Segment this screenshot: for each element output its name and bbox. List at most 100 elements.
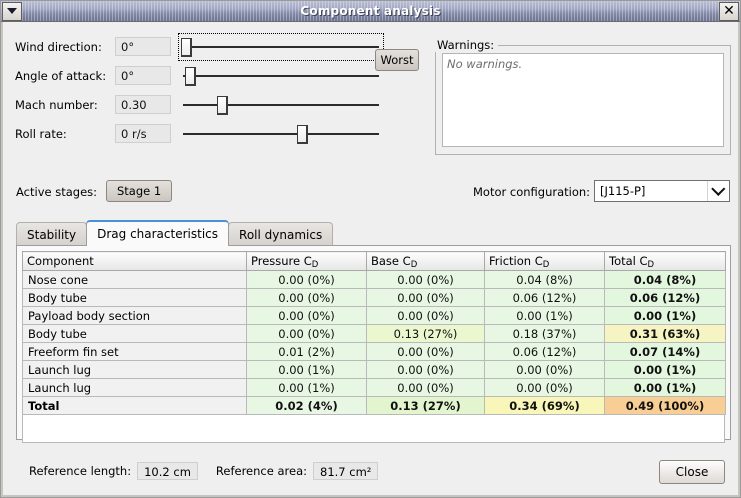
cell-component-name: Freeform fin set [22,342,247,361]
cell-pressure-cd: 0.00 (0%) [246,288,367,307]
cell-friction-cd: 0.34 (69%) [484,396,605,415]
stage-1-toggle-button[interactable]: Stage 1 [106,180,173,202]
param-row-angle-of-attack: Angle of attack: 0° [15,61,415,90]
cell-component-name: Nose cone [22,270,247,289]
cell-component-name: Payload body section [22,306,247,325]
motor-configuration-select[interactable]: [J115-P] [594,180,730,202]
table-empty-area [22,415,725,443]
cell-base-cd: 0.00 (0%) [366,288,485,307]
cell-component-name: Body tube [22,288,247,307]
col-header-pressure-cd[interactable]: Pressure CD [246,251,367,271]
cell-total-cd: 0.04 (8%) [604,270,726,289]
content-inner: Wind direction: 0° Angle of attack: 0° [3,22,738,495]
reference-length-value: 10.2 cm [137,462,198,480]
cell-friction-cd: 0.06 (12%) [484,288,605,307]
worst-button[interactable]: Worst [375,49,419,71]
cell-total-cd: 0.00 (1%) [604,360,726,379]
motor-configuration-label: Motor configuration: [473,185,591,199]
param-row-wind-direction: Wind direction: 0° [15,32,415,61]
wind-direction-label: Wind direction: [15,39,102,54]
analysis-tabs: Stability Drag characteristics Roll dyna… [16,220,334,246]
col-header-component[interactable]: Component [22,251,247,271]
cell-base-cd: 0.00 (0%) [366,270,485,289]
window-menu-button[interactable] [2,1,22,21]
cell-total-cd: 0.49 (100%) [604,396,726,415]
cell-pressure-cd: 0.02 (4%) [246,396,367,415]
cell-base-cd: 0.00 (0%) [366,378,485,397]
table-row[interactable]: Freeform fin set 0.01 (2%) 0.00 (0%) 0.06 (… [22,342,726,361]
wind-direction-slider[interactable] [178,32,384,61]
cell-base-cd: 0.00 (0%) [366,342,485,361]
cell-base-cd: 0.00 (0%) [366,306,485,325]
title-bar: Component analysis ✕ [1,1,740,22]
close-icon: ✕ [723,3,735,19]
cell-component-name: Total [22,396,247,415]
table-row[interactable]: Launch lug 0.00 (1%) 0.00 (0%) 0.00 (0%) 0.0… [22,360,726,379]
cell-pressure-cd: 0.00 (1%) [246,360,367,379]
cell-pressure-cd: 0.00 (1%) [246,378,367,397]
roll-rate-value: 0 r/s [115,124,171,143]
cell-pressure-cd: 0.00 (0%) [246,324,367,343]
warnings-group [435,45,731,155]
cell-base-cd: 0.13 (27%) [366,396,485,415]
slider-track [183,132,379,135]
table-row[interactable]: Body tube 0.00 (0%) 0.00 (0%) 0.06 (12%) 0.0… [22,288,726,307]
motor-configuration-value: [J115-P] [600,184,646,198]
cell-total-cd: 0.07 (14%) [604,342,726,361]
reference-length-label: Reference length: [29,464,132,478]
tab-drag-characteristics[interactable]: Drag characteristics [86,220,230,246]
chevron-down-icon[interactable] [707,181,729,201]
cell-friction-cd: 0.18 (37%) [484,324,605,343]
angle-of-attack-slider[interactable] [179,63,383,89]
slider-track [183,103,379,106]
mach-number-label: Mach number: [15,97,98,112]
cell-component-name: Body tube [22,324,247,343]
col-header-total-cd[interactable]: Total CD [604,251,726,271]
mach-number-slider[interactable] [179,92,383,118]
tab-stability[interactable]: Stability [16,222,88,246]
window-content: Wind direction: 0° Angle of attack: 0° [1,22,740,497]
col-header-base-cd[interactable]: Base CD [366,251,485,271]
drag-characteristics-panel: Component Pressure CD Base CD Friction C… [16,245,731,443]
slider-knob[interactable] [217,95,228,115]
param-row-roll-rate: Roll rate: 0 r/s [15,119,415,148]
table-total-row[interactable]: Total 0.02 (4%) 0.13 (27%) 0.34 (69%) 0.49 (… [22,396,726,415]
slider-track [183,45,379,48]
window-close-button[interactable]: ✕ [719,1,739,21]
reference-area-label: Reference area: [215,464,307,478]
active-stages-label: Active stages: [16,185,98,199]
cell-total-cd: 0.06 (12%) [604,288,726,307]
cell-total-cd: 0.31 (63%) [604,324,726,343]
cell-component-name: Launch lug [22,360,247,379]
drag-table-body: Nose cone 0.00 (0%) 0.00 (0%) 0.04 (8%) 0.04… [22,270,726,415]
table-row[interactable]: Nose cone 0.00 (0%) 0.00 (0%) 0.04 (8%) 0.04… [22,270,726,289]
warnings-text-area[interactable]: No warnings. [442,53,724,147]
parameter-controls: Wind direction: 0° Angle of attack: 0° [15,32,415,148]
warnings-legend: Warnings: [433,38,499,52]
close-button[interactable]: Close [659,460,725,484]
cell-friction-cd: 0.06 (12%) [484,342,605,361]
col-header-friction-cd[interactable]: Friction CD [484,251,605,271]
window-menu-icon [7,8,17,14]
roll-rate-slider[interactable] [179,121,383,147]
cell-component-name: Launch lug [22,378,247,397]
cell-total-cd: 0.00 (1%) [604,378,726,397]
slider-knob[interactable] [297,124,308,144]
cell-total-cd: 0.00 (1%) [604,306,726,325]
tab-roll-dynamics[interactable]: Roll dynamics [228,222,334,246]
slider-knob[interactable] [185,66,196,86]
table-row[interactable]: Payload body section 0.00 (0%) 0.00 (0%) 0.… [22,306,726,325]
cell-base-cd: 0.13 (27%) [366,324,485,343]
table-row[interactable]: Launch lug 0.00 (1%) 0.00 (0%) 0.00 (0%) 0.0… [22,378,726,397]
cell-base-cd: 0.00 (0%) [366,360,485,379]
slider-knob[interactable] [181,37,192,57]
cell-friction-cd: 0.00 (0%) [484,378,605,397]
slider-track [183,74,379,77]
cell-friction-cd: 0.04 (8%) [484,270,605,289]
drag-table: Component Pressure CD Base CD Friction C… [22,251,726,415]
angle-of-attack-value: 0° [115,66,171,85]
cell-pressure-cd: 0.00 (0%) [246,306,367,325]
table-row[interactable]: Body tube 0.00 (0%) 0.13 (27%) 0.18 (37%) 0.… [22,324,726,343]
reference-area-value: 81.7 cm² [313,462,379,480]
